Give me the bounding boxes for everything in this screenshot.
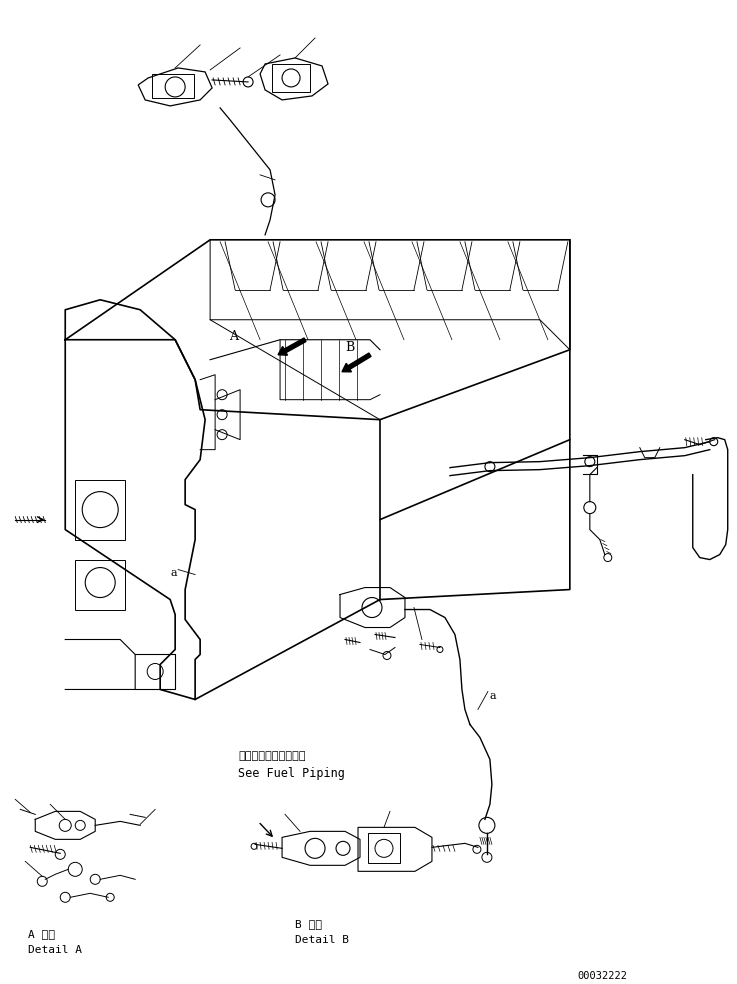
Text: 00032222: 00032222 [578, 971, 628, 981]
Text: Detail A: Detail A [28, 946, 83, 955]
Text: フェルバイピング参照: フェルバイピング参照 [238, 752, 306, 762]
Bar [272, 64, 310, 92]
Text: B 詳細: B 詳細 [295, 919, 322, 929]
Text: A: A [228, 331, 237, 343]
Text: B: B [346, 341, 354, 354]
Text: See Fuel Piping: See Fuel Piping [238, 768, 345, 780]
Bar [75, 479, 125, 539]
Text: a: a [170, 568, 177, 578]
Text: Detail B: Detail B [295, 935, 349, 946]
Bar [152, 74, 194, 98]
Bar [368, 833, 400, 863]
Text: A 詳細: A 詳細 [28, 929, 55, 940]
FancyArrow shape [342, 353, 371, 372]
Text: a: a [490, 692, 497, 702]
Bar [75, 560, 125, 609]
FancyArrow shape [278, 338, 306, 355]
